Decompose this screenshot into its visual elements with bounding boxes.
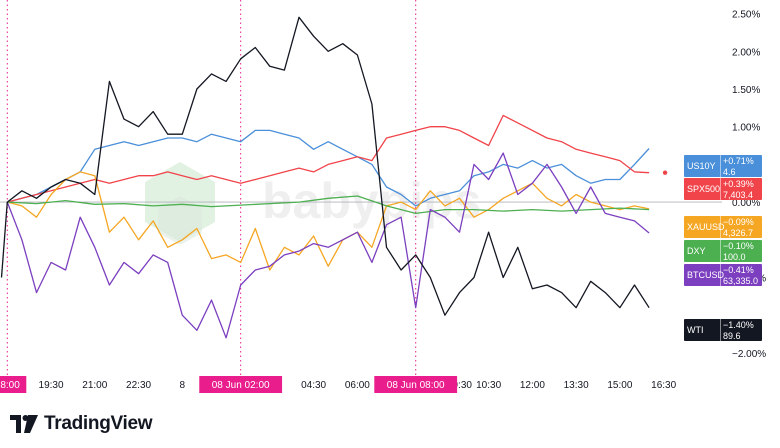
- badge-divider: [720, 216, 721, 238]
- x-axis: 19:3021:0022:30803:0004:3006:0009:3010:3…: [0, 376, 677, 393]
- chart-series: [0, 16, 668, 339]
- x-tick-label: 12:00: [520, 380, 545, 391]
- y-tick-label: 1.50%: [732, 85, 760, 96]
- badge-change: −0.10%: [723, 241, 754, 251]
- badge-wti: [684, 319, 762, 341]
- y-tick-label: 1.00%: [732, 123, 760, 134]
- tradingview-brand[interactable]: TradingView: [10, 412, 153, 436]
- badge-change: −0.09%: [723, 217, 754, 227]
- tradingview-logo-icon: [10, 415, 38, 433]
- y-tick-label: 2.50%: [732, 10, 760, 21]
- series-line-dxy: [7, 195, 650, 215]
- session-time-box: [0, 376, 27, 393]
- badge-divider: [720, 319, 721, 341]
- x-tick-label: 16:30: [651, 380, 676, 391]
- babypips-watermark: babypips: [145, 162, 481, 245]
- badge-price: 4.6: [723, 167, 736, 177]
- badge-us10y: [684, 155, 762, 177]
- badge-change: −0.41%: [723, 265, 754, 275]
- badge-divider: [720, 240, 721, 262]
- badge-change: +0.71%: [723, 156, 754, 166]
- badge-change: +0.39%: [723, 179, 754, 189]
- badge-xauusd: [684, 216, 762, 238]
- badge-divider: [720, 264, 721, 286]
- badge-price: 63,335.0: [723, 276, 758, 286]
- y-tick-label: 0.00%: [732, 198, 760, 209]
- x-tick-label: 8: [180, 380, 186, 391]
- badge-price: 100.0: [723, 252, 746, 262]
- session-time-box: [374, 376, 458, 393]
- tradingview-wordmark: TradingView: [44, 413, 153, 434]
- x-tick-label: 13:30: [564, 380, 589, 391]
- x-tick-label: 04:30: [301, 380, 326, 391]
- session-time-label: 18:00: [0, 380, 20, 391]
- badge-name: DXY: [687, 246, 706, 256]
- badge-btcusd: [684, 264, 762, 286]
- x-tick-label: 09:30: [447, 380, 472, 391]
- series-line-us10y: [7, 129, 650, 207]
- badge-divider: [720, 178, 721, 200]
- series-line-btcusd: [6, 152, 650, 339]
- badge-spx500: [684, 178, 762, 200]
- badge-dxy: [684, 240, 762, 262]
- y-tick-label: −2.00%: [732, 349, 766, 360]
- series-line-spx500: [7, 114, 650, 203]
- x-tick-label: 06:00: [345, 380, 370, 391]
- badge-price: 7,403.4: [723, 190, 753, 200]
- session-time-label: 08 Jun 08:00: [387, 380, 445, 391]
- badge-name: WTI: [687, 325, 704, 335]
- series-line-wti: [0, 16, 650, 316]
- session-time-label: 08 Jun 02:00: [212, 380, 270, 391]
- x-tick-label: 19:30: [39, 380, 64, 391]
- badge-divider: [720, 155, 721, 177]
- chart-grid: [0, 0, 722, 376]
- badge-name: BTCUSD: [687, 270, 725, 280]
- session-time-box: [199, 376, 283, 393]
- badge-price: 4,326.7: [723, 228, 753, 238]
- badge-name: US10Y: [687, 161, 716, 171]
- x-tick-label: 15:00: [607, 380, 632, 391]
- badge-change: −1.40%: [723, 320, 754, 330]
- badge-price: 89.6: [723, 331, 741, 341]
- badge-name: XAUUSD: [687, 222, 725, 232]
- badge-name: SPX500: [687, 184, 720, 194]
- x-tick-label: 22:30: [126, 380, 151, 391]
- spx500-last-dot: [662, 170, 668, 175]
- y-tick-label: 2.00%: [732, 47, 760, 58]
- series-line-xauusd: [7, 171, 650, 271]
- x-tick-label: 21:00: [82, 380, 107, 391]
- x-tick-label: 10:30: [476, 380, 501, 391]
